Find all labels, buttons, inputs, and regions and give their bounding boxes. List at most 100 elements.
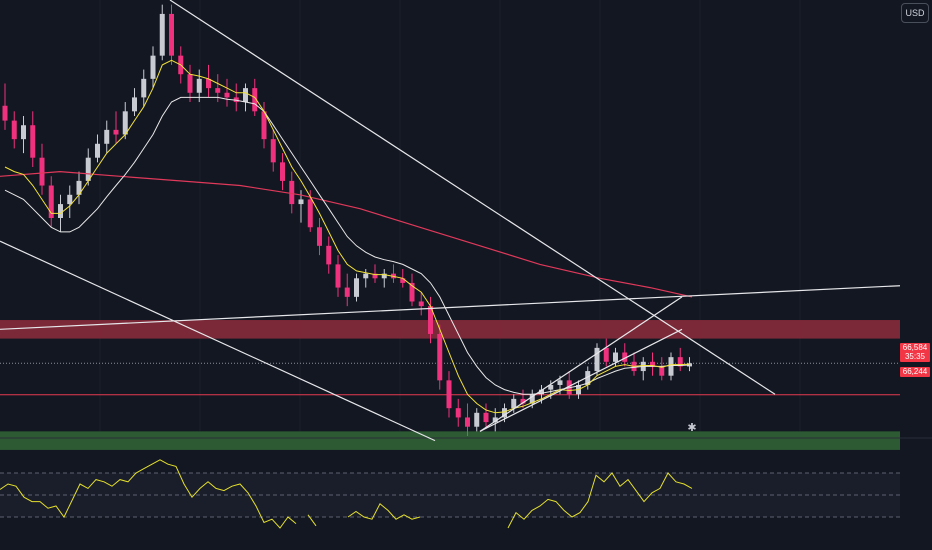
candle[interactable]	[650, 352, 655, 376]
candle-body	[594, 347, 600, 372]
candle[interactable]	[409, 273, 415, 307]
candle-body	[224, 92, 230, 98]
candle[interactable]	[437, 324, 443, 390]
candle[interactable]	[677, 347, 683, 372]
candle[interactable]	[85, 148, 91, 186]
candle[interactable]	[21, 115, 26, 154]
candle[interactable]	[11, 111, 17, 149]
candle-body	[159, 13, 165, 56]
candle[interactable]	[317, 218, 322, 256]
candle[interactable]	[603, 338, 609, 367]
candle[interactable]	[280, 153, 285, 191]
rsi-line	[0, 459, 297, 529]
candle[interactable]	[659, 357, 665, 381]
grid	[99, 0, 801, 436]
candle[interactable]	[483, 403, 489, 427]
candle-body	[548, 384, 554, 390]
candle[interactable]	[159, 4, 165, 61]
candle[interactable]	[465, 403, 470, 436]
candle-body	[344, 287, 350, 297]
candle[interactable]	[289, 171, 295, 214]
candle[interactable]	[48, 176, 54, 228]
candle[interactable]	[169, 4, 174, 65]
candle[interactable]	[455, 398, 461, 427]
candle[interactable]	[344, 273, 350, 307]
candle[interactable]	[104, 120, 110, 154]
candle-body	[474, 412, 480, 427]
candle[interactable]	[243, 83, 248, 112]
candle[interactable]	[326, 236, 332, 274]
candle[interactable]	[30, 111, 36, 167]
candle[interactable]	[150, 46, 156, 89]
candle[interactable]	[187, 64, 193, 103]
candle[interactable]	[372, 264, 378, 283]
candle-body	[243, 88, 248, 103]
candle[interactable]	[585, 366, 591, 390]
candle-body	[270, 139, 276, 163]
candle-body	[85, 157, 91, 181]
zones	[0, 320, 900, 450]
candle-body	[446, 380, 452, 409]
candle-body	[465, 417, 470, 427]
candle[interactable]	[511, 394, 517, 413]
candle[interactable]	[206, 64, 211, 98]
candle-body	[659, 366, 665, 376]
candle[interactable]	[335, 255, 341, 297]
trendline[interactable]	[169, 0, 776, 395]
candle[interactable]	[2, 83, 8, 130]
candle[interactable]	[566, 371, 572, 399]
candle[interactable]	[594, 343, 600, 376]
trendline[interactable]	[479, 296, 683, 432]
candle-body	[326, 245, 332, 265]
candle[interactable]	[132, 88, 137, 116]
candle[interactable]	[381, 269, 387, 288]
trendline[interactable]	[0, 240, 436, 442]
trendlines[interactable]	[0, 0, 901, 442]
candle-body	[122, 111, 128, 135]
candle[interactable]	[76, 171, 82, 205]
candle[interactable]	[196, 69, 202, 103]
candle-body	[289, 180, 295, 205]
currency-button[interactable]: USD	[901, 3, 929, 23]
candle[interactable]	[95, 134, 100, 163]
rsi-pane	[0, 459, 900, 529]
candle[interactable]	[418, 292, 424, 316]
candle-body	[95, 143, 100, 158]
candle[interactable]	[428, 296, 433, 344]
candle-body	[418, 301, 424, 307]
countdown-label: 35:35	[904, 352, 926, 361]
candle[interactable]	[39, 143, 45, 195]
candle[interactable]	[668, 352, 674, 381]
candle-body	[613, 352, 618, 362]
candle[interactable]	[363, 269, 369, 288]
candle[interactable]	[270, 129, 276, 172]
candle-body	[67, 194, 73, 205]
candle-body	[280, 162, 285, 181]
resistance-zone[interactable]	[0, 320, 900, 339]
candle-body	[11, 120, 17, 140]
candle[interactable]	[622, 343, 628, 367]
candle-body	[428, 306, 433, 334]
candle[interactable]	[122, 102, 128, 140]
candle-body	[21, 125, 26, 140]
candle-body	[437, 333, 443, 381]
candle[interactable]	[113, 111, 119, 144]
candle[interactable]	[67, 185, 73, 218]
candle-body	[335, 264, 341, 288]
candle-body	[206, 78, 211, 89]
candle-body	[215, 88, 221, 93]
trendline[interactable]	[0, 285, 901, 330]
candle[interactable]	[474, 408, 480, 432]
candle[interactable]	[354, 273, 359, 302]
trendline[interactable]	[479, 328, 683, 432]
support-zone[interactable]	[0, 431, 900, 450]
candle[interactable]	[261, 102, 267, 149]
candle[interactable]	[492, 408, 498, 432]
candle[interactable]	[446, 371, 452, 418]
candle[interactable]	[141, 69, 147, 107]
candle[interactable]	[224, 78, 230, 107]
tradingview-logo-icon[interactable]: ✱	[687, 422, 697, 434]
candle[interactable]	[520, 389, 526, 409]
